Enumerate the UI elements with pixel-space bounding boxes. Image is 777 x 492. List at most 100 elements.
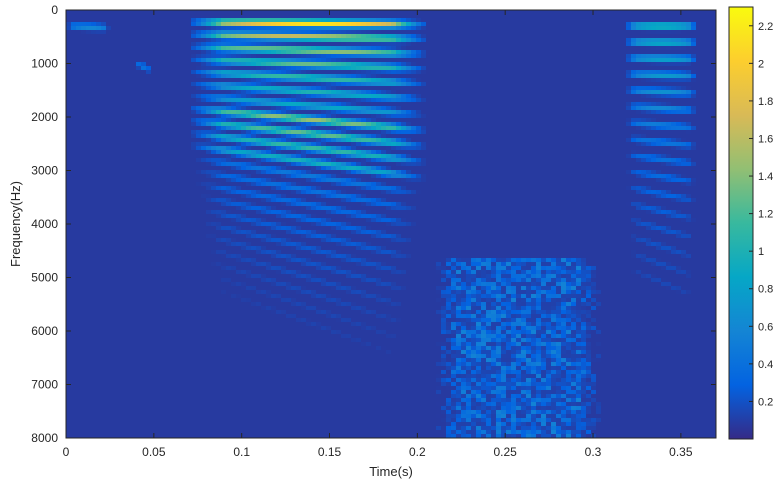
spectrogram-cell xyxy=(196,298,202,303)
spectrogram-cell xyxy=(181,42,187,47)
spectrogram-cell xyxy=(231,298,237,303)
spectrogram-cell xyxy=(196,110,202,115)
spectrogram-cell xyxy=(221,390,227,395)
spectrogram-cell xyxy=(281,406,287,411)
spectrogram-cell xyxy=(166,114,172,119)
spectrogram-cell xyxy=(76,426,82,431)
spectrogram-cell xyxy=(261,86,267,91)
spectrogram-cell xyxy=(101,194,107,199)
spectrogram-cell xyxy=(101,374,107,379)
spectrogram-cell xyxy=(166,202,172,207)
spectrogram-cell xyxy=(116,286,122,291)
spectrogram-cell xyxy=(106,222,112,227)
spectrogram-cell xyxy=(246,274,252,279)
spectrogram-cell xyxy=(171,210,177,215)
spectrogram-cell xyxy=(66,118,72,123)
spectrogram-cell xyxy=(206,286,212,291)
spectrogram-cell xyxy=(171,22,177,27)
spectrogram-cell xyxy=(176,34,182,39)
spectrogram-cell xyxy=(111,118,117,123)
spectrogram-cell xyxy=(176,314,182,319)
spectrogram-cell xyxy=(131,142,137,147)
spectrogram-cell xyxy=(96,222,102,227)
spectrogram-cell xyxy=(141,50,147,55)
spectrogram-cell xyxy=(191,218,197,223)
spectrogram-cell xyxy=(81,370,87,375)
spectrogram-cell xyxy=(71,218,77,223)
spectrogram-cell xyxy=(231,150,237,155)
spectrogram-cell xyxy=(231,62,237,67)
spectrogram-cell xyxy=(101,114,107,119)
spectrogram-cell xyxy=(256,206,262,211)
spectrogram-cell xyxy=(201,270,207,275)
spectrogram-cell xyxy=(221,266,227,271)
spectrogram-cell xyxy=(151,366,157,371)
spectrogram-cell xyxy=(101,346,107,351)
spectrogram-cell xyxy=(216,302,222,307)
spectrogram-cell xyxy=(296,98,302,103)
spectrogram-cell xyxy=(251,194,257,199)
spectrogram-cell xyxy=(201,166,207,171)
spectrogram-cell xyxy=(161,378,167,383)
spectrogram-cell xyxy=(251,158,257,163)
spectrogram-cell xyxy=(216,78,222,83)
spectrogram-cell xyxy=(106,210,112,215)
spectrogram-cell xyxy=(76,294,82,299)
spectrogram-cell xyxy=(116,46,122,51)
spectrogram-cell xyxy=(166,258,172,263)
spectrogram-cell xyxy=(191,230,197,235)
spectrogram-cell xyxy=(106,218,112,223)
spectrogram-cell xyxy=(286,370,292,375)
spectrogram-cell xyxy=(231,382,237,387)
spectrogram-cell xyxy=(196,270,202,275)
spectrogram-cell xyxy=(121,194,127,199)
spectrogram-cell xyxy=(151,322,157,327)
spectrogram-cell xyxy=(136,14,142,19)
spectrogram-cell xyxy=(231,402,237,407)
spectrogram-cell xyxy=(176,190,182,195)
spectrogram-cell xyxy=(121,250,127,255)
spectrogram-cell xyxy=(206,382,212,387)
spectrogram-cell xyxy=(96,174,102,179)
spectrogram-cell xyxy=(86,394,92,399)
spectrogram-cell xyxy=(161,310,167,315)
spectrogram-cell xyxy=(206,390,212,395)
spectrogram-cell xyxy=(246,106,252,111)
spectrogram-cell xyxy=(231,398,237,403)
spectrogram-cell xyxy=(251,78,257,83)
spectrogram-cell xyxy=(156,62,162,67)
spectrogram-cell xyxy=(246,190,252,195)
spectrogram-cell xyxy=(281,26,287,31)
spectrogram-cell xyxy=(71,250,77,255)
spectrogram-cell xyxy=(236,206,242,211)
spectrogram-cell xyxy=(176,110,182,115)
spectrogram-cell xyxy=(146,130,152,135)
spectrogram-cell xyxy=(96,314,102,319)
spectrogram-cell xyxy=(81,374,87,379)
spectrogram-cell xyxy=(146,206,152,211)
spectrogram-cell xyxy=(226,386,232,391)
spectrogram-cell xyxy=(211,334,217,339)
spectrogram-cell xyxy=(91,102,97,107)
spectrogram-cell xyxy=(66,290,72,295)
spectrogram-cell xyxy=(181,406,187,411)
spectrogram-cell xyxy=(246,322,252,327)
spectrogram-cell xyxy=(211,318,217,323)
spectrogram-cell xyxy=(101,34,107,39)
spectrogram-cell xyxy=(241,398,247,403)
spectrogram-cell xyxy=(231,50,237,55)
spectrogram-cell xyxy=(81,286,87,291)
spectrogram-cell xyxy=(271,206,277,211)
spectrogram-cell xyxy=(291,170,297,175)
spectrogram-cell xyxy=(171,74,177,79)
spectrogram-cell xyxy=(106,374,112,379)
spectrogram-cell xyxy=(241,330,247,335)
spectrogram-cell xyxy=(171,46,177,51)
spectrogram-cell xyxy=(241,218,247,223)
spectrogram-cell xyxy=(151,14,157,19)
spectrogram-cell xyxy=(136,90,142,95)
spectrogram-cell xyxy=(161,338,167,343)
spectrogram-cell xyxy=(291,402,297,407)
spectrogram-cell xyxy=(286,46,292,51)
spectrogram-cell xyxy=(241,286,247,291)
